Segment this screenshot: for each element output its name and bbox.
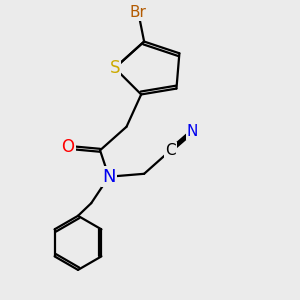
Text: S: S xyxy=(110,59,120,77)
Text: N: N xyxy=(187,124,198,139)
Text: N: N xyxy=(102,168,116,186)
Text: C: C xyxy=(165,143,176,158)
Text: O: O xyxy=(61,138,74,156)
Text: Br: Br xyxy=(130,5,147,20)
